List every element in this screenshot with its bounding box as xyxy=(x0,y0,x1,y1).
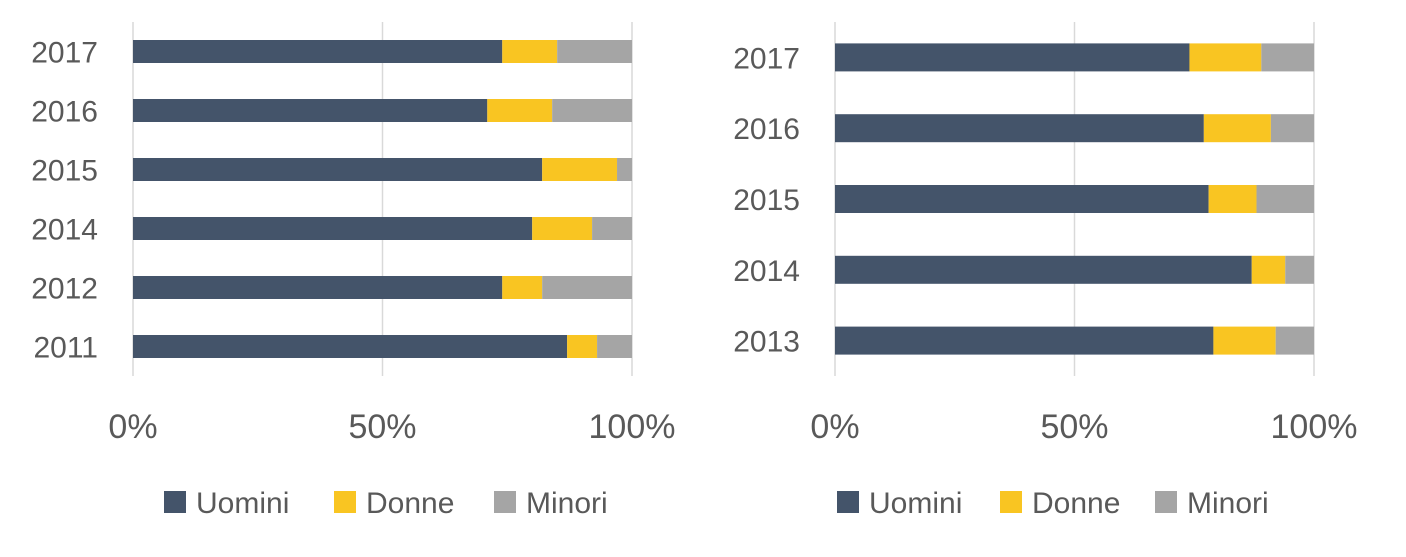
left-category-label-2011: 2011 xyxy=(33,332,98,365)
right-legend-label-minori: Minori xyxy=(1187,487,1269,520)
left-x-tick-0-: 0% xyxy=(108,408,157,446)
right-bar-donne-2016 xyxy=(1203,114,1271,143)
chart-right-canvas: 0% 50% 100% 2017 2016 2015 2014 2013 Uomini Donne… xyxy=(733,22,1358,520)
right-bar-donne-2013 xyxy=(1213,326,1276,355)
left-bar-donne-2011 xyxy=(567,335,598,358)
right-category-label-2014: 2014 xyxy=(733,255,800,288)
left-bar-donne-2017 xyxy=(502,40,558,63)
right-x-tick-100-: 100% xyxy=(1271,408,1358,446)
right-bar-uomini-2014 xyxy=(835,255,1252,284)
left-x-tick-100-: 100% xyxy=(589,408,676,446)
stacked-bar-chart-left: 0% 50% 100% 2017 2016 2015 2014 2012 2011 Uomini D… xyxy=(0,0,700,557)
left-legend-label-uomini: Uomini xyxy=(196,487,289,520)
right-bar-uomini-2015 xyxy=(835,185,1209,213)
left-category-label-2015: 2015 xyxy=(31,155,98,188)
right-legend-swatch-minori xyxy=(1155,491,1177,513)
left-bar-donne-2014 xyxy=(532,217,593,240)
left-bar-minori-2015 xyxy=(617,158,632,181)
stacked-bar-chart-right: 0% 50% 100% 2017 2016 2015 2014 2013 Uomini Donne… xyxy=(703,0,1406,557)
left-x-tick-50-: 50% xyxy=(348,408,416,446)
chart-left-canvas: 0% 50% 100% 2017 2016 2015 2014 2012 2011 Uomini D… xyxy=(31,22,676,520)
right-category-label-2016: 2016 xyxy=(733,113,800,146)
left-legend-swatch-minori xyxy=(494,491,516,513)
right-category-label-2013: 2013 xyxy=(733,326,800,359)
left-category-label-2014: 2014 xyxy=(31,214,98,247)
left-bar-donne-2016 xyxy=(487,99,553,122)
right-bar-minori-2015 xyxy=(1256,185,1314,213)
right-legend-label-uomini: Uomini xyxy=(869,487,962,520)
left-bar-uomini-2015 xyxy=(133,158,543,181)
left-legend-label-minori: Minori xyxy=(526,487,608,520)
left-bar-uomini-2011 xyxy=(133,335,568,358)
right-legend-swatch-donne xyxy=(1000,491,1022,513)
left-bar-uomini-2014 xyxy=(133,217,533,240)
left-legend-label-donne: Donne xyxy=(366,487,454,520)
left-category-label-2012: 2012 xyxy=(31,273,98,306)
right-bar-uomini-2013 xyxy=(835,326,1214,355)
right-bar-donne-2015 xyxy=(1208,185,1257,213)
left-bar-minori-2012 xyxy=(542,276,632,299)
left-bar-donne-2012 xyxy=(502,276,543,299)
right-x-tick-50-: 50% xyxy=(1040,408,1108,446)
left-category-label-2016: 2016 xyxy=(31,96,98,129)
left-legend-swatch-uomini xyxy=(164,491,186,513)
left-bar-minori-2014 xyxy=(592,217,632,240)
right-bar-uomini-2017 xyxy=(835,43,1190,72)
left-bar-minori-2017 xyxy=(557,40,632,63)
left-legend-swatch-donne xyxy=(334,491,356,513)
right-legend-swatch-uomini xyxy=(837,491,859,513)
right-legend-label-donne: Donne xyxy=(1032,487,1120,520)
left-category-label-2017: 2017 xyxy=(31,37,98,70)
right-bar-minori-2014 xyxy=(1285,255,1314,284)
left-bar-minori-2016 xyxy=(552,99,632,122)
right-category-label-2015: 2015 xyxy=(733,184,800,217)
right-x-tick-0-: 0% xyxy=(810,408,859,446)
right-bar-minori-2016 xyxy=(1270,114,1314,143)
right-bar-donne-2017 xyxy=(1189,43,1262,72)
right-category-label-2017: 2017 xyxy=(733,42,800,75)
left-bar-minori-2011 xyxy=(597,335,632,358)
right-bar-uomini-2016 xyxy=(835,114,1204,143)
right-bar-minori-2013 xyxy=(1275,326,1314,355)
left-bar-uomini-2016 xyxy=(133,99,488,122)
left-bar-uomini-2017 xyxy=(133,40,503,63)
right-bar-donne-2014 xyxy=(1251,255,1286,284)
left-bar-donne-2015 xyxy=(542,158,618,181)
right-bar-minori-2017 xyxy=(1261,43,1314,72)
left-bar-uomini-2012 xyxy=(133,276,503,299)
